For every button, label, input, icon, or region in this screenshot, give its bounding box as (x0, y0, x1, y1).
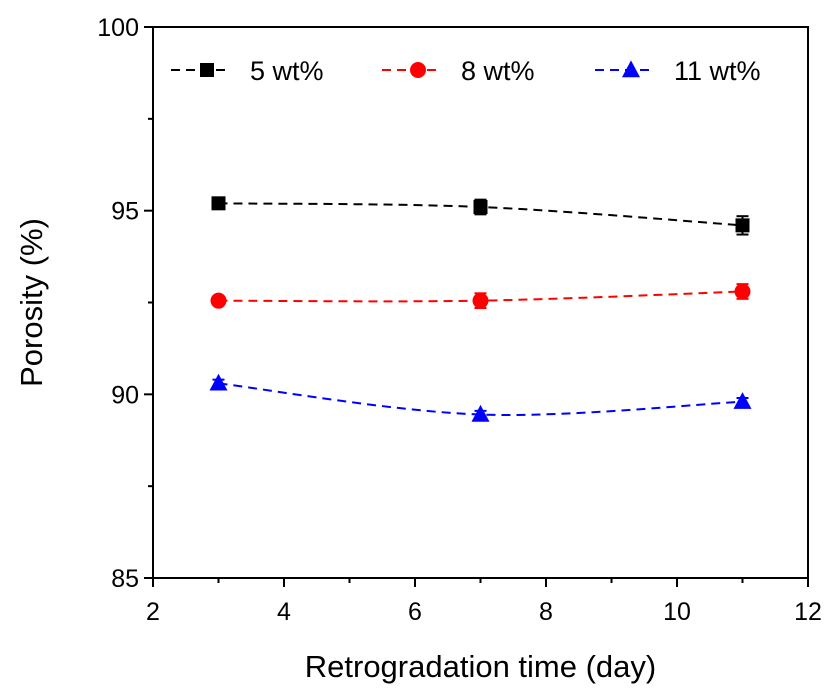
y-tick-label: 95 (111, 198, 139, 226)
legend-item-2: 8 wt% (382, 56, 535, 86)
y-tick-label: 100 (97, 14, 139, 42)
x-tick-label: 8 (539, 598, 553, 626)
data-point (735, 218, 750, 233)
series-1 (211, 196, 750, 236)
data-point (733, 392, 752, 409)
data-point (210, 292, 227, 309)
legend-item-3: 11 wt% (595, 56, 761, 86)
axes: 2 4 6 8 10 12 85 90 95 100 (97, 14, 822, 626)
x-tick-label: 4 (277, 598, 291, 626)
x-tick-label: 10 (663, 598, 691, 626)
legend-item-1: 5 wt% (171, 56, 324, 86)
data-point (471, 404, 490, 422)
x-tick-label: 2 (146, 598, 160, 626)
legend-label: 8 wt% (461, 56, 535, 86)
legend-marker (622, 60, 640, 78)
x-tick-label: 6 (408, 598, 422, 626)
data-point (734, 283, 751, 300)
legend-label: 11 wt% (674, 56, 761, 86)
y-tick-label: 85 (111, 565, 139, 593)
x-axis-title: Retrogradation time (day) (305, 649, 657, 684)
legend: 5 wt% 8 wt% 11 wt% (171, 56, 761, 86)
data-point (209, 373, 228, 391)
x-tick-label: 12 (794, 598, 822, 626)
data-point (472, 292, 489, 309)
series-layer (209, 196, 752, 422)
y-tick-label: 90 (111, 381, 139, 409)
data-point (473, 199, 488, 214)
data-point (211, 196, 226, 211)
legend-marker (410, 62, 426, 78)
series-3 (209, 373, 752, 422)
y-axis-title: Porosity (%) (14, 218, 49, 387)
legend-marker (200, 63, 214, 77)
series-2 (210, 283, 751, 310)
legend-label: 5 wt% (250, 56, 324, 86)
